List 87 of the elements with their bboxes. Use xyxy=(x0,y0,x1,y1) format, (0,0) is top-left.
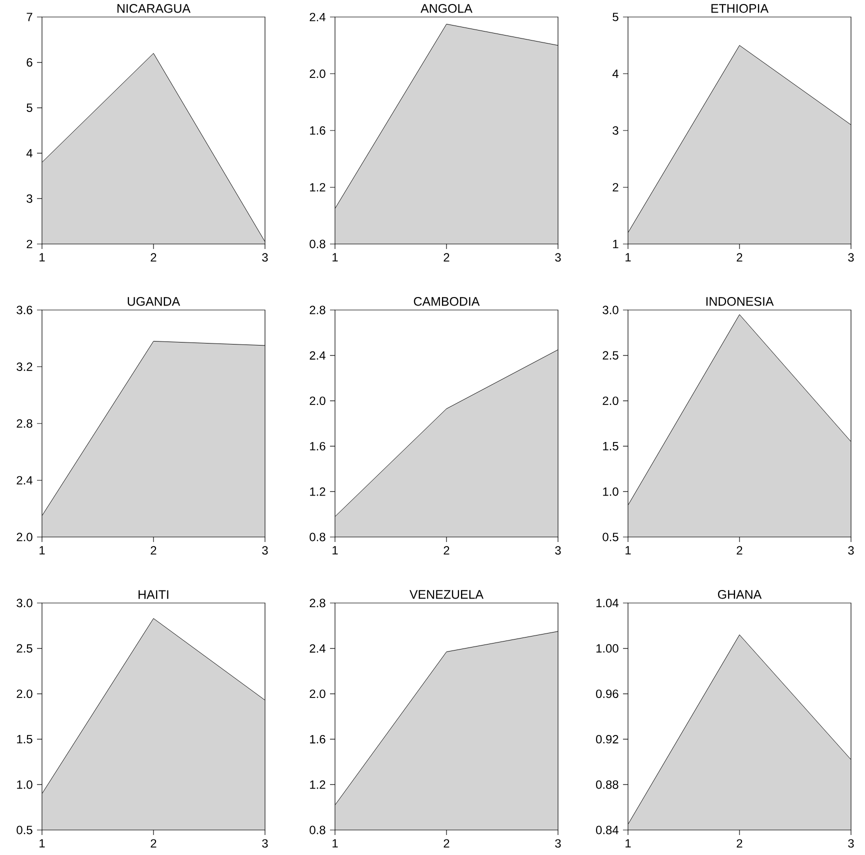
x-tick-label: 3 xyxy=(848,839,854,848)
x-tick-label: 1 xyxy=(40,546,45,554)
x-tick-label: 3 xyxy=(848,253,854,262)
x-tick-label: 1 xyxy=(626,839,631,848)
y-tick-label: 2.5 xyxy=(602,351,618,360)
y-tick-label: 3 xyxy=(26,194,32,203)
x-tick-label: 2 xyxy=(736,253,742,262)
x-tick-label: 1 xyxy=(40,839,45,848)
x-tick-label: 3 xyxy=(555,839,561,848)
y-tick-label: 2.5 xyxy=(16,644,32,653)
x-tick-label: 2 xyxy=(736,839,742,848)
y-tick-label: 1.5 xyxy=(603,442,618,450)
y-tick-label: 0.5 xyxy=(16,826,32,834)
y-tick-label: 2.4 xyxy=(16,476,32,484)
chart-title: VENEZUELA xyxy=(410,590,484,599)
y-tick-label: 0.5 xyxy=(602,532,618,542)
x-tick-label: 3 xyxy=(555,546,561,555)
y-tick-label: 3 xyxy=(612,126,618,135)
x-tick-label: 1 xyxy=(626,546,631,554)
x-tick-label: 2 xyxy=(150,546,156,555)
x-tick-label: 2 xyxy=(150,253,156,262)
x-tick-label: 2 xyxy=(444,253,450,262)
y-tick-label: 6 xyxy=(26,58,32,67)
x-tick-label: 3 xyxy=(262,839,268,848)
y-tick-label: 7 xyxy=(26,12,32,22)
y-tick-label: 2 xyxy=(612,183,618,192)
y-tick-label: 0.8 xyxy=(310,826,326,834)
y-tick-label: 5 xyxy=(26,104,32,112)
x-tick-label: 2 xyxy=(444,546,450,555)
y-tick-label: 4 xyxy=(612,70,618,78)
y-tick-label: 3.6 xyxy=(16,306,32,314)
y-tick-label: 1.6 xyxy=(310,734,326,744)
x-tick-label: 3 xyxy=(555,253,561,262)
y-tick-label: 2.0 xyxy=(310,690,326,698)
x-tick-label: 2 xyxy=(736,546,742,555)
y-tick-label: 0.96 xyxy=(596,690,618,698)
y-tick-label: 1.6 xyxy=(310,126,326,135)
y-tick-label: 3.2 xyxy=(16,362,32,371)
chart-title: NICARAGUA xyxy=(117,4,190,13)
chart-title: GHANA xyxy=(718,590,762,599)
y-tick-label: 2 xyxy=(26,240,32,248)
y-tick-label: 0.8 xyxy=(310,532,326,542)
y-tick-label: 3.0 xyxy=(602,306,618,314)
y-tick-label: 2.8 xyxy=(310,306,326,314)
x-tick-label: 1 xyxy=(332,253,338,262)
y-tick-label: 1.0 xyxy=(17,780,32,789)
x-tick-label: 1 xyxy=(626,253,631,262)
y-tick-label: 2.0 xyxy=(310,396,326,406)
y-tick-label: 2.8 xyxy=(310,598,326,608)
x-tick-label: 1 xyxy=(40,253,45,262)
y-tick-label: 3.0 xyxy=(16,598,32,608)
chart-title: HAITI xyxy=(138,590,168,599)
chart-title: ANGOLA xyxy=(420,4,472,13)
y-tick-label: 2.4 xyxy=(310,12,326,22)
y-tick-label: 1.6 xyxy=(310,442,326,450)
y-tick-label: 4 xyxy=(26,149,32,158)
y-tick-label: 1.0 xyxy=(603,487,618,496)
y-tick-label: 2.0 xyxy=(310,70,326,78)
y-tick-label: 2.0 xyxy=(16,690,32,698)
chart-title: UGANDA xyxy=(128,297,180,306)
y-tick-label: 0.92 xyxy=(596,734,618,744)
y-tick-label: 1.2 xyxy=(310,183,326,192)
chart-title: CAMBODIA xyxy=(414,297,480,306)
y-tick-label: 0.84 xyxy=(596,826,618,834)
y-tick-label: 1.2 xyxy=(310,487,326,496)
y-tick-label: 1.04 xyxy=(596,598,618,608)
y-tick-label: 1.00 xyxy=(596,644,618,653)
y-tick-label: 1 xyxy=(613,240,618,248)
y-tick-label: 5 xyxy=(612,12,618,22)
y-tick-label: 2.4 xyxy=(310,644,326,653)
y-tick-label: 2.4 xyxy=(310,351,326,360)
x-tick-label: 3 xyxy=(848,546,854,555)
x-tick-label: 1 xyxy=(332,839,338,848)
x-tick-label: 3 xyxy=(262,253,268,262)
chart-title: INDONESIA xyxy=(706,297,774,306)
x-tick-label: 2 xyxy=(444,839,450,848)
y-tick-label: 0.8 xyxy=(310,240,326,248)
x-tick-label: 3 xyxy=(262,546,268,555)
y-tick-label: 1.2 xyxy=(310,780,326,789)
y-tick-label: 2.8 xyxy=(16,419,32,428)
x-tick-label: 2 xyxy=(150,839,156,848)
y-tick-label: 2.0 xyxy=(602,396,618,406)
y-tick-label: 1.5 xyxy=(17,735,32,744)
chart-title: ETHIOPIA xyxy=(711,4,769,13)
x-tick-label: 1 xyxy=(332,546,338,554)
y-tick-label: 2.0 xyxy=(16,532,32,542)
y-tick-label: 0.88 xyxy=(596,780,618,789)
